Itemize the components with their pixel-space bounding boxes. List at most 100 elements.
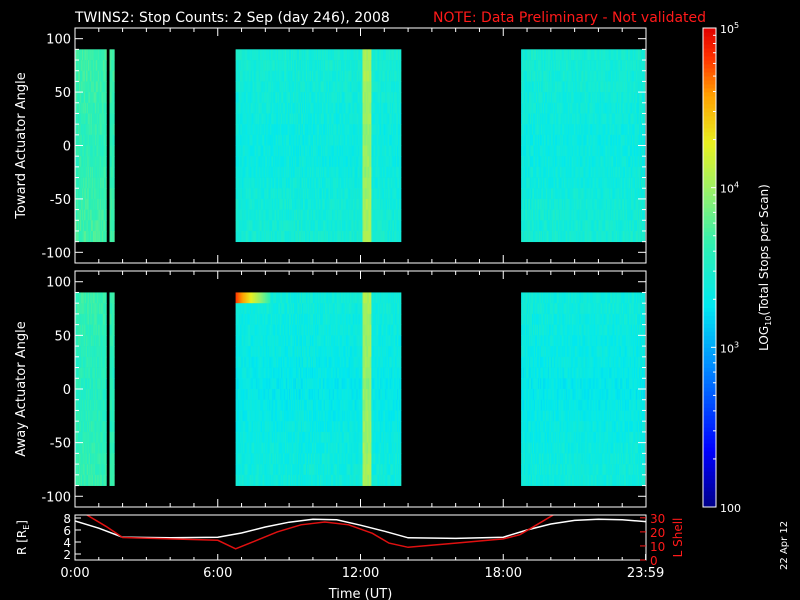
heat-cell [281, 177, 283, 189]
heat-cell [244, 60, 246, 72]
heat-cell [400, 209, 402, 221]
heat-cell [274, 92, 276, 104]
heat-cell [272, 145, 274, 157]
heat-cell [79, 49, 82, 61]
heat-cell [310, 81, 313, 93]
heat-cell [257, 166, 259, 178]
heat-cell [238, 49, 240, 61]
heat-cell [306, 145, 309, 157]
heat-cell [297, 102, 299, 114]
heat-cell [257, 188, 259, 200]
heat-cell [248, 177, 250, 189]
heat-cell [259, 113, 261, 125]
heat-cell [267, 166, 269, 178]
heat-cell [250, 124, 252, 136]
heat-cell [95, 230, 98, 243]
heat-cell [82, 166, 85, 178]
heat-cell [285, 220, 287, 232]
heat-cell [296, 70, 298, 82]
heat-cell [259, 230, 261, 243]
heat-cell [258, 177, 260, 189]
heat-cell [92, 49, 95, 61]
heat-cell [270, 188, 272, 200]
heat-cell [254, 60, 256, 72]
heat-cell [87, 70, 90, 82]
heat-cell [261, 177, 263, 189]
heat-cell [311, 177, 314, 189]
heat-cell [284, 230, 286, 243]
heat-cell [259, 198, 261, 210]
heat-cell [306, 49, 309, 61]
heat-cell [109, 70, 111, 82]
heat-cell [111, 209, 113, 221]
heat-cell [256, 177, 258, 189]
heat-cell [262, 156, 264, 168]
heat-cell [277, 156, 279, 168]
heat-cell [77, 81, 80, 93]
heat-cell [255, 209, 257, 221]
heat-cell [246, 220, 248, 232]
heat-cell [293, 92, 295, 104]
heat-cell [96, 145, 99, 157]
heat-cell [288, 209, 290, 221]
heat-cell [265, 188, 267, 200]
heat-cell [247, 145, 249, 157]
heat-cell [253, 49, 255, 61]
heat-cell [244, 124, 246, 136]
heat-cell [238, 81, 240, 93]
heat-cell [280, 166, 282, 178]
heat-cell [254, 156, 256, 168]
heat-cell [262, 166, 264, 178]
heat-cell [298, 81, 300, 93]
heat-cell [275, 113, 277, 125]
heat-cell [284, 49, 286, 61]
heat-cell [105, 166, 107, 178]
heat-cell [282, 60, 284, 72]
heat-cell [260, 156, 262, 168]
heat-cell [81, 113, 84, 125]
heat-cell [78, 60, 81, 72]
heat-cell [266, 156, 268, 168]
heat-cell [84, 92, 87, 104]
heat-cell [308, 124, 311, 136]
heat-cell [98, 113, 101, 125]
heat-cell [91, 102, 94, 114]
heat-cell [242, 60, 244, 72]
heat-cell [290, 198, 292, 210]
heat-cell [255, 70, 257, 82]
heat-cell [247, 102, 249, 114]
heat-cell [282, 177, 284, 189]
heat-cell [275, 209, 277, 221]
heat-cell [81, 198, 84, 210]
heat-cell [308, 220, 311, 232]
heat-cell [282, 156, 284, 168]
heat-cell [242, 230, 244, 243]
heat-cell [95, 188, 98, 200]
heat-cell [111, 188, 113, 200]
heat-cell [291, 230, 293, 243]
heat-cell [252, 145, 254, 157]
heat-cell [274, 134, 276, 146]
heat-cell [285, 188, 287, 200]
heat-cell [76, 49, 79, 61]
heat-cell [88, 49, 91, 61]
heat-cell [247, 49, 249, 61]
heat-cell [266, 177, 268, 189]
heat-cell [298, 156, 300, 168]
heat-cell [79, 209, 82, 221]
heat-cell [237, 49, 239, 61]
heat-cell [254, 188, 256, 200]
heat-cell [76, 156, 79, 168]
heat-cell [296, 156, 298, 168]
heat-cell [99, 220, 102, 232]
heat-cell [91, 145, 94, 157]
heat-cell [75, 177, 78, 189]
heat-cell [97, 124, 100, 136]
heat-cell [273, 60, 275, 72]
heat-cell [101, 166, 104, 178]
heat-cell [85, 70, 88, 82]
heat-cell [105, 113, 107, 125]
heat-cell [298, 188, 300, 200]
heat-cell [282, 220, 284, 232]
heat-cell [305, 81, 308, 93]
